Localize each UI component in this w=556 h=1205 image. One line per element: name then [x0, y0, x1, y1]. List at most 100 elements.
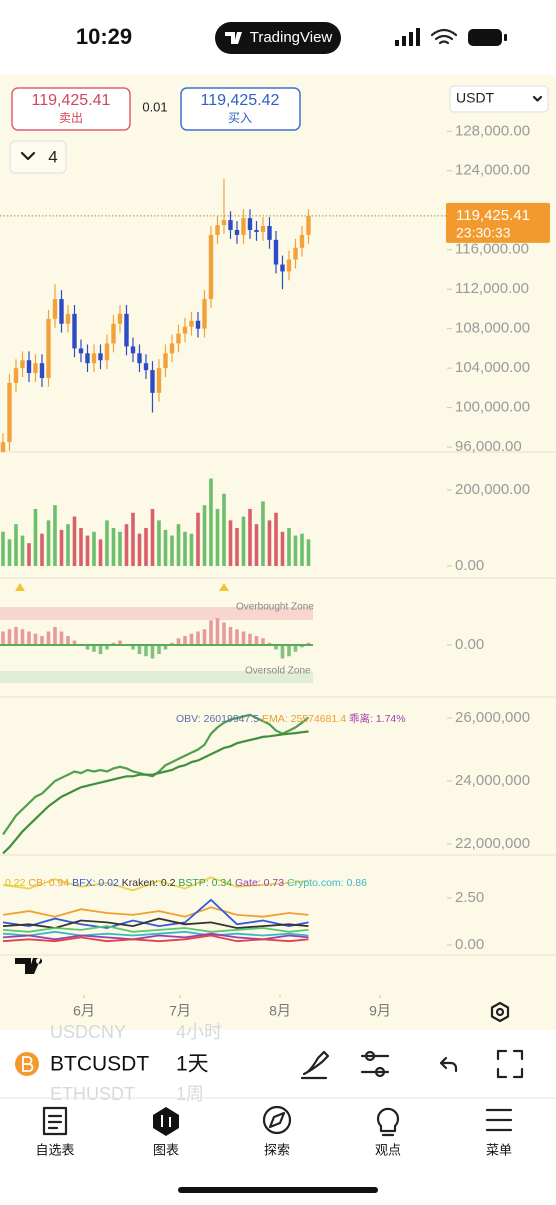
bar: [261, 501, 265, 566]
candle-body: [137, 353, 142, 364]
bar: [170, 642, 174, 645]
candle-body: [189, 320, 194, 327]
next-symbol: ETHUSDT: [50, 1084, 135, 1104]
series-line: [2, 925, 309, 933]
sell-button[interactable]: [11, 87, 131, 131]
home-indicator: [178, 1187, 378, 1193]
bar: [72, 640, 77, 645]
bar: [306, 539, 311, 566]
bar: [46, 631, 51, 645]
bar: [274, 645, 278, 650]
chart-icon[interactable]: [153, 1107, 179, 1136]
candle-body: [111, 323, 116, 344]
bar: [111, 527, 116, 566]
bar: [267, 520, 272, 566]
btc-glyph: [22, 1056, 34, 1072]
bar: [280, 645, 285, 659]
bar: [228, 520, 233, 566]
explore-icon[interactable]: [262, 1105, 292, 1135]
sell-price: 119,425.41: [32, 92, 111, 109]
bar: [196, 631, 200, 645]
bar: [105, 645, 109, 650]
candle-body: [150, 370, 155, 393]
x-tick-label: 9月: [369, 1003, 391, 1019]
bar: [33, 508, 38, 566]
candle-body: [182, 326, 188, 334]
bar: [131, 512, 135, 566]
overbought-label: Overbought Zone: [236, 602, 314, 613]
candle-body: [234, 229, 240, 235]
y-tick-label: 116,000.00: [455, 241, 529, 258]
bar: [33, 633, 38, 645]
x-tick-label: 8月: [269, 1003, 291, 1019]
nav-label: 菜单: [486, 1142, 512, 1157]
battery-icon: [468, 29, 502, 46]
candle-body: [117, 313, 123, 324]
bar: [85, 535, 90, 566]
series-line: [2, 930, 309, 937]
y-tick-label: 100,000.00: [455, 399, 530, 416]
panel: [2, 876, 309, 943]
countdown-label: 23:30:33: [456, 225, 511, 241]
status-time: 10:29: [76, 24, 132, 49]
indicator-count: 4: [48, 147, 57, 166]
bar: [53, 627, 57, 645]
candle-body: [39, 363, 45, 378]
buy-price: 119,425.42: [201, 92, 280, 109]
y-tick-label: 0.00: [455, 557, 484, 574]
candle-body: [306, 215, 311, 235]
candle-body: [91, 353, 97, 364]
candle-body: [195, 320, 201, 329]
draw-icon[interactable]: [300, 1050, 330, 1080]
bar: [248, 508, 252, 566]
obv-legend: OBV: 26019947.5 EMA: 25574681.4 乖离: 1.74…: [176, 712, 406, 725]
indicator-toggle[interactable]: [9, 140, 67, 174]
candle-body: [176, 333, 181, 344]
candle-body: [221, 220, 227, 226]
bar: [59, 529, 64, 566]
bar: [300, 645, 304, 648]
panel: [1, 478, 311, 566]
candle-body: [293, 247, 298, 260]
bar: [98, 645, 103, 654]
candle-body: [7, 382, 12, 443]
tv-logo-small: [225, 32, 242, 44]
candle-body: [98, 353, 103, 361]
undo-icon[interactable]: [439, 1056, 458, 1073]
buy-label: 买入: [228, 111, 252, 125]
settings-icon[interactable]: [490, 1001, 510, 1023]
candle-body: [169, 343, 175, 354]
interval[interactable]: 1天: [176, 1053, 209, 1076]
bar: [222, 622, 226, 645]
legend-item: Gate: 0.73: [235, 877, 284, 889]
series-line: [2, 898, 309, 929]
wifi-icon: [430, 28, 458, 45]
bar: [228, 627, 233, 645]
currency-select[interactable]: [449, 85, 549, 113]
bar: [7, 539, 12, 566]
y-tick-label: 96,000.00: [455, 438, 522, 455]
signal-icon: [395, 28, 420, 46]
bar: [196, 512, 200, 566]
toolbar: [0, 1030, 556, 1098]
legend-deviation: 乖离: 1.74%: [349, 712, 406, 725]
chevron: [20, 151, 36, 161]
candle-body: [163, 353, 168, 369]
candle-body: [46, 318, 51, 378]
fullscreen-icon[interactable]: [496, 1049, 524, 1079]
y-tick-label: 24,000,000: [455, 772, 530, 789]
buy-button[interactable]: [180, 87, 301, 131]
watchlist-icon[interactable]: [42, 1106, 68, 1136]
bar: [209, 620, 213, 645]
bar: [222, 493, 226, 566]
bar: [261, 638, 265, 645]
bar: [85, 645, 90, 650]
symbol[interactable]: BTCUSDT: [50, 1053, 149, 1076]
bar: [254, 524, 259, 566]
menu-icon[interactable]: [485, 1108, 513, 1132]
bar: [293, 535, 298, 566]
ideas-icon[interactable]: [376, 1107, 400, 1137]
y-tick-label: 22,000,000: [455, 835, 530, 852]
bar: [98, 539, 103, 566]
